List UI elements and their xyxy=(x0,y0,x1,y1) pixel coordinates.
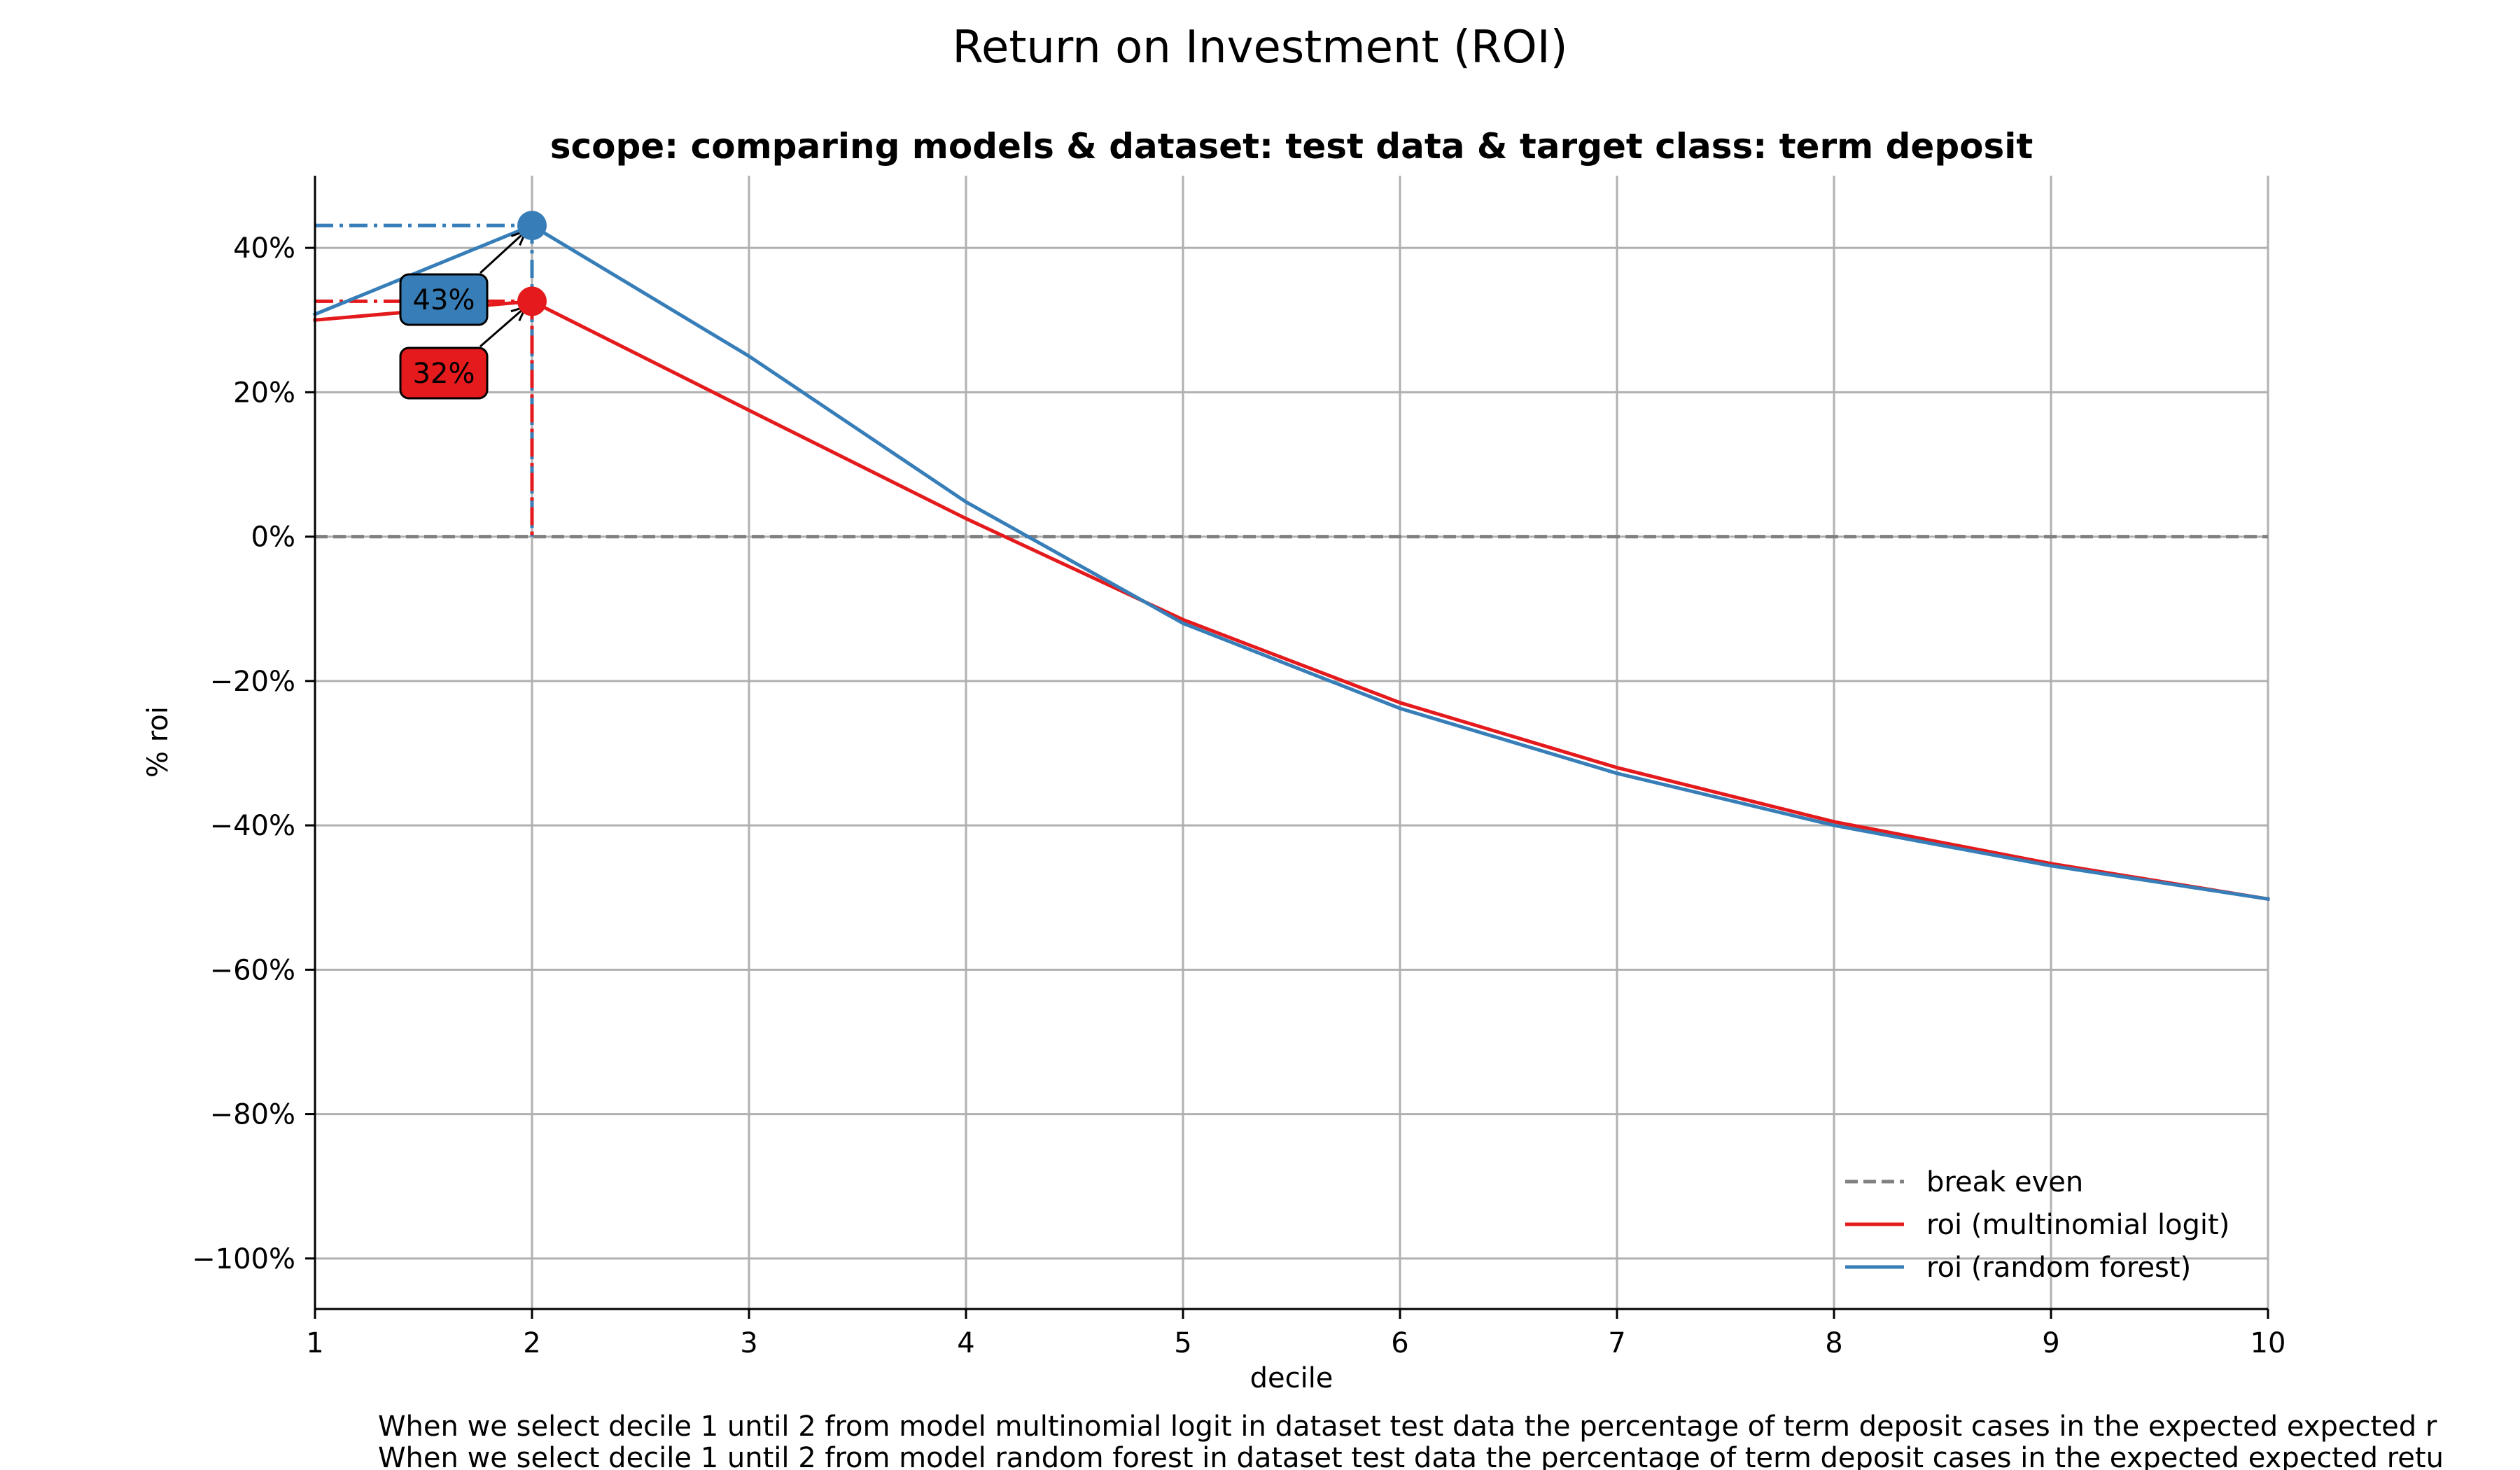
legend-label-multinomial-logit: roi (multinomial logit) xyxy=(1926,1209,2230,1241)
x-tick-label-7: 7 xyxy=(1608,1327,1625,1359)
y-tick-label-4: −20% xyxy=(210,666,295,698)
x-tick-label-4: 4 xyxy=(957,1327,974,1359)
x-axis-label: decile xyxy=(1250,1362,1334,1394)
y-tick-label-6: 20% xyxy=(233,377,295,409)
annotation-label-multinomial_logit: 32% xyxy=(413,358,475,390)
chart-suptitle: Return on Investment (ROI) xyxy=(952,22,1568,74)
footnotes: When we select decile 1 until 2 from mod… xyxy=(378,1411,2520,1470)
y-tick-label-0: −100% xyxy=(192,1243,295,1275)
y-tick-label-3: −40% xyxy=(210,810,295,842)
footnote-random-forest: When we select decile 1 until 2 from mod… xyxy=(378,1442,2444,1470)
y-tick-label-1: −80% xyxy=(210,1099,295,1131)
chart-title: scope: comparing models & dataset: test … xyxy=(550,126,2033,167)
x-tick-label-9: 9 xyxy=(2042,1327,2059,1359)
x-tick-label-3: 3 xyxy=(740,1327,757,1359)
annotation-label-random_forest: 43% xyxy=(413,284,475,316)
x-tick-label-6: 6 xyxy=(1391,1327,1408,1359)
annotation-marker-multinomial_logit xyxy=(517,286,547,316)
legend-label-break-even: break even xyxy=(1926,1166,2083,1198)
x-tick-label-5: 5 xyxy=(1174,1327,1191,1359)
y-axis-label: % roi xyxy=(142,706,174,778)
series-line-random_forest xyxy=(312,223,2270,902)
annotation-arrow-multinomial_logit xyxy=(479,306,526,348)
legend-label-random-forest: roi (random forest) xyxy=(1926,1252,2191,1284)
x-tick-label-8: 8 xyxy=(1825,1327,1842,1359)
y-tick-label-2: −60% xyxy=(210,954,295,986)
annotation-box-random_forest xyxy=(399,273,489,326)
y-tick-label-5: 0% xyxy=(251,522,295,554)
x-tick-label-1: 1 xyxy=(306,1327,323,1359)
series-line-multinomial_logit xyxy=(313,299,2270,902)
annotation-arrow-random_forest xyxy=(479,230,527,274)
annotation-box-multinomial_logit xyxy=(399,346,489,400)
annotation-marker-random_forest xyxy=(517,211,547,241)
y-tick-label-7: 40% xyxy=(233,232,295,265)
x-tick-label-10: 10 xyxy=(2250,1327,2286,1359)
footnote-multinomial-logit: When we select decile 1 until 2 from mod… xyxy=(378,1411,2437,1443)
x-tick-label-2: 2 xyxy=(523,1327,540,1359)
